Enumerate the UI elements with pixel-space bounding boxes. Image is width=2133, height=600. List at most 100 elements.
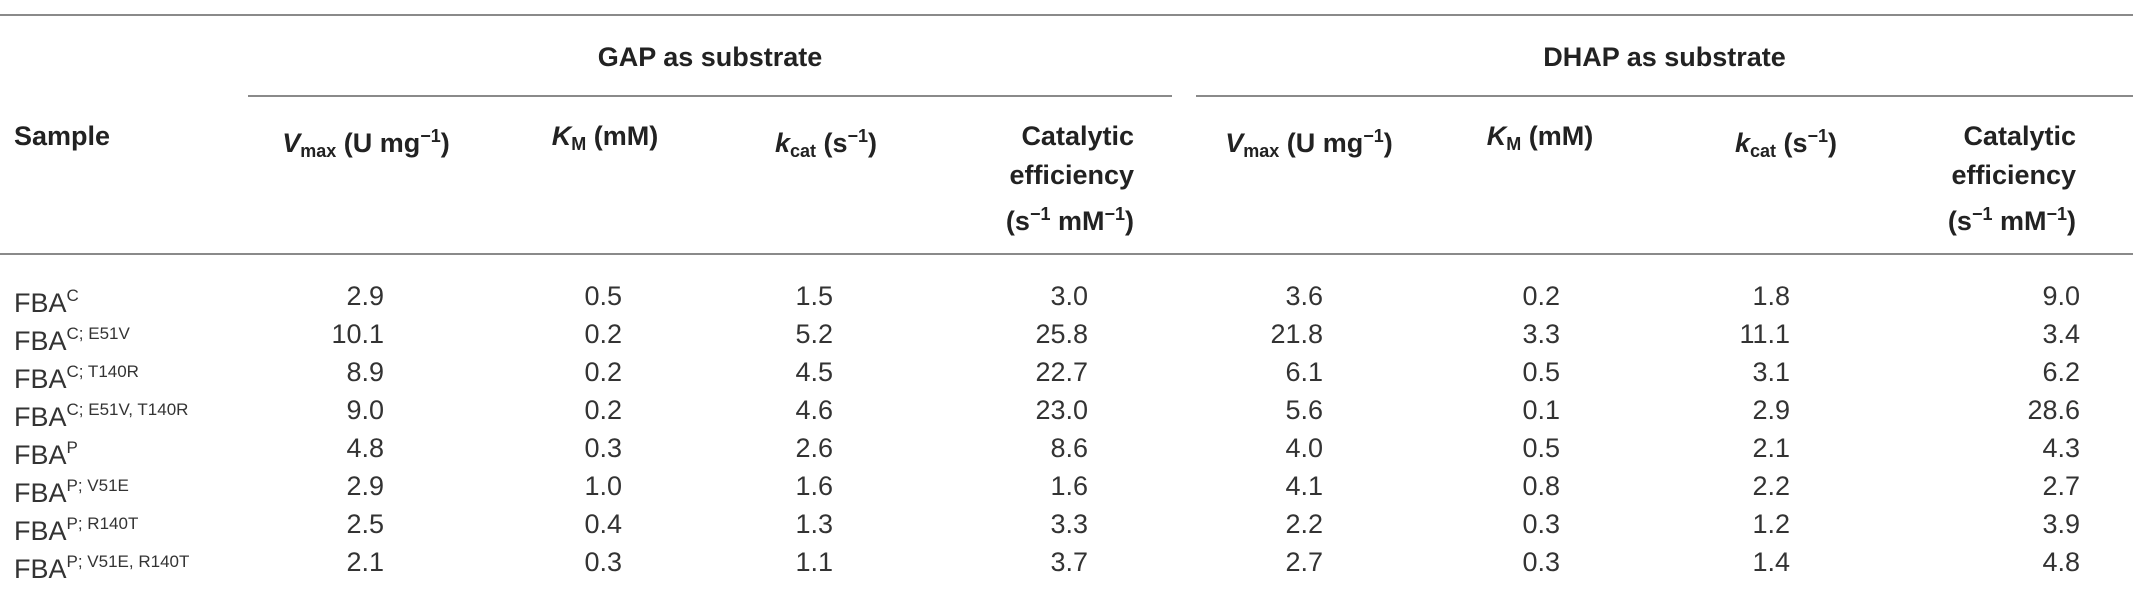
sample-variant: P; V51E xyxy=(66,476,129,495)
gap-km-cell: 0.2 xyxy=(584,395,622,425)
gap-km-header: KM (mM) xyxy=(551,121,659,154)
dhap-vmax-cell: 2.7 xyxy=(1285,547,1323,577)
dhap-vmax-header: Vmax (U mg−1) xyxy=(1225,126,1393,161)
gap-efficiency-cell: 25.8 xyxy=(1035,319,1088,349)
dhap-km-cell: 0.2 xyxy=(1522,281,1560,311)
dhap-group-header: DHAP as substrate xyxy=(1543,42,1786,72)
table-row: FBAP; V51E, R140T 2.1 0.3 1.1 3.7 2.7 0.3 1.4 4.… xyxy=(0,543,2133,584)
dhap-efficiency-header: Catalytic efficiency (s−1 mM−1) xyxy=(1947,121,2076,236)
dhap-vmax-cell: 4.0 xyxy=(1285,433,1323,463)
sample-base: FBA xyxy=(14,554,67,584)
sample-name-cell: FBAC; E51V, T140R xyxy=(14,391,188,436)
gap-vmax-cell: 2.9 xyxy=(346,281,384,311)
table-row: FBAC; T140R 8.9 0.2 4.5 22.7 6.1 0.5 3.1 6.2 xyxy=(0,353,2133,394)
sample-name-cell: FBAC; T140R xyxy=(14,353,139,398)
sample-base: FBA xyxy=(14,402,67,432)
gap-kcat-cell: 4.5 xyxy=(795,357,833,387)
sample-name-cell: FBAP; V51E, R140T xyxy=(14,543,189,588)
dhap-efficiency-cell: 3.9 xyxy=(2042,509,2080,539)
sample-name-cell: FBAP xyxy=(14,429,78,474)
table-row: FBAC; E51V, T140R 9.0 0.2 4.6 23.0 5.6 0.1 2.9 2… xyxy=(0,391,2133,432)
gap-km-cell: 0.5 xyxy=(584,281,622,311)
sample-name-cell: FBAC xyxy=(14,277,79,322)
gap-vmax-cell: 2.1 xyxy=(346,547,384,577)
sample-variant: C; T140R xyxy=(66,362,139,381)
dhap-efficiency-cell: 3.4 xyxy=(2042,319,2080,349)
dhap-efficiency-cell: 2.7 xyxy=(2042,471,2080,501)
dhap-kcat-cell: 2.9 xyxy=(1752,395,1790,425)
sample-variant: P xyxy=(66,438,78,457)
dhap-km-cell: 0.3 xyxy=(1522,509,1560,539)
dhap-km-cell: 0.5 xyxy=(1522,433,1560,463)
dhap-km-header: KM (mM) xyxy=(1486,121,1594,154)
gap-km-cell: 0.4 xyxy=(584,509,622,539)
dhap-efficiency-cell: 28.6 xyxy=(2027,395,2080,425)
sample-variant: C; E51V xyxy=(66,324,130,343)
gap-vmax-cell: 2.5 xyxy=(346,509,384,539)
gap-efficiency-header: Catalytic efficiency (s−1 mM−1) xyxy=(1005,121,1134,236)
gap-vmax-cell: 10.1 xyxy=(331,319,384,349)
gap-kcat-cell: 4.6 xyxy=(795,395,833,425)
gap-kcat-cell: 2.6 xyxy=(795,433,833,463)
dhap-kcat-cell: 3.1 xyxy=(1752,357,1790,387)
gap-efficiency-cell: 1.6 xyxy=(1050,471,1088,501)
gap-vmax-cell: 4.8 xyxy=(346,433,384,463)
sample-variant: P; R140T xyxy=(66,514,139,533)
dhap-km-cell: 0.3 xyxy=(1522,547,1560,577)
dhap-kcat-header: kcat (s−1) xyxy=(1734,126,1838,161)
sample-base: FBA xyxy=(14,288,67,318)
gap-efficiency-cell: 22.7 xyxy=(1035,357,1088,387)
dhap-kcat-cell: 1.2 xyxy=(1752,509,1790,539)
gap-km-cell: 1.0 xyxy=(584,471,622,501)
dhap-kcat-cell: 11.1 xyxy=(1739,319,1790,349)
gap-group-header: GAP as substrate xyxy=(597,42,823,72)
gap-km-cell: 0.2 xyxy=(584,319,622,349)
gap-vmax-cell: 2.9 xyxy=(346,471,384,501)
table-top-rule xyxy=(0,14,2133,16)
gap-efficiency-cell: 8.6 xyxy=(1050,433,1088,463)
dhap-km-cell: 3.3 xyxy=(1522,319,1560,349)
dhap-km-cell: 0.5 xyxy=(1522,357,1560,387)
sample-base: FBA xyxy=(14,516,67,546)
sample-name-cell: FBAC; E51V xyxy=(14,315,130,360)
gap-efficiency-cell: 3.3 xyxy=(1050,509,1088,539)
gap-kcat-cell: 1.1 xyxy=(795,547,833,577)
dhap-efficiency-cell: 4.3 xyxy=(2042,433,2080,463)
dhap-vmax-cell: 5.6 xyxy=(1285,395,1323,425)
gap-vmax-cell: 8.9 xyxy=(346,357,384,387)
header-bottom-rule xyxy=(0,253,2133,255)
table-row: FBAC; E51V 10.1 0.2 5.2 25.8 21.8 3.3 11.1 3.4 xyxy=(0,315,2133,356)
gap-kcat-cell: 1.6 xyxy=(795,471,833,501)
sample-name-cell: FBAP; V51E xyxy=(14,467,129,512)
dhap-kcat-cell: 2.2 xyxy=(1752,471,1790,501)
gap-kcat-header: kcat (s−1) xyxy=(774,126,878,161)
table-row: FBAP; R140T 2.5 0.4 1.3 3.3 2.2 0.3 1.2 3.9 xyxy=(0,505,2133,546)
dhap-kcat-cell: 2.1 xyxy=(1752,433,1790,463)
dhap-kcat-cell: 1.8 xyxy=(1752,281,1790,311)
gap-vmax-cell: 9.0 xyxy=(346,395,384,425)
sample-variant: C xyxy=(66,286,79,305)
gap-efficiency-cell: 23.0 xyxy=(1035,395,1088,425)
dhap-kcat-cell: 1.4 xyxy=(1752,547,1790,577)
dhap-vmax-cell: 2.2 xyxy=(1285,509,1323,539)
sample-name-cell: FBAP; R140T xyxy=(14,505,138,550)
dhap-group-rule xyxy=(1196,95,2133,97)
gap-kcat-cell: 1.3 xyxy=(795,509,833,539)
sample-base: FBA xyxy=(14,440,67,470)
table-row: FBAP 4.8 0.3 2.6 8.6 4.0 0.5 2.1 4.3 xyxy=(0,429,2133,470)
sample-base: FBA xyxy=(14,326,67,356)
sample-variant: C; E51V, T140R xyxy=(66,400,189,419)
dhap-km-cell: 0.1 xyxy=(1522,395,1560,425)
gap-km-cell: 0.3 xyxy=(584,547,622,577)
dhap-efficiency-cell: 4.8 xyxy=(2042,547,2080,577)
sample-base: FBA xyxy=(14,364,67,394)
dhap-efficiency-cell: 9.0 xyxy=(2042,281,2080,311)
gap-efficiency-cell: 3.7 xyxy=(1050,547,1088,577)
dhap-vmax-cell: 4.1 xyxy=(1285,471,1323,501)
dhap-efficiency-cell: 6.2 xyxy=(2042,357,2080,387)
dhap-vmax-cell: 21.8 xyxy=(1270,319,1323,349)
gap-kcat-cell: 1.5 xyxy=(795,281,833,311)
gap-group-rule xyxy=(248,95,1172,97)
sample-base: FBA xyxy=(14,478,67,508)
table-row: FBAP; V51E 2.9 1.0 1.6 1.6 4.1 0.8 2.2 2.7 xyxy=(0,467,2133,508)
